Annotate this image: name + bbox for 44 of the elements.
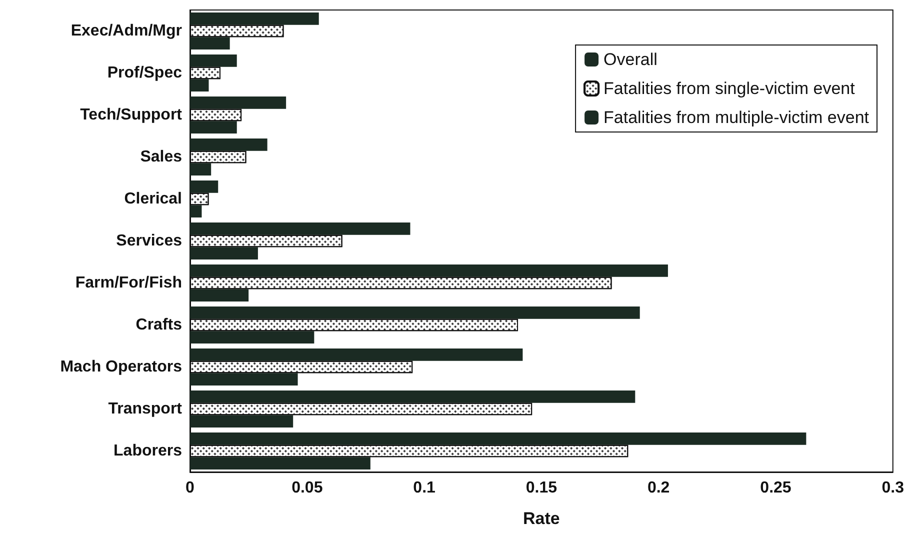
bar — [190, 432, 806, 445]
bar — [190, 54, 237, 67]
legend-label: Fatalities from single-victim event — [604, 79, 856, 98]
legend-label: Fatalities from multiple-victim event — [604, 108, 870, 127]
x-tick-label: 0.25 — [760, 480, 792, 496]
bar — [190, 457, 370, 470]
y-tick-label: Transport — [108, 400, 183, 418]
bar — [190, 37, 230, 50]
y-tick-label: Clerical — [124, 190, 182, 208]
bar — [190, 121, 237, 134]
y-tick-label: Crafts — [136, 316, 182, 334]
x-tick-label: 0.3 — [882, 480, 904, 496]
bar — [190, 222, 410, 235]
y-tick-label: Mach Operators — [60, 358, 182, 376]
bar — [190, 79, 209, 92]
bar — [190, 331, 314, 344]
bar — [190, 96, 286, 109]
y-tick-label: Farm/For/Fish — [75, 274, 182, 292]
legend-label: Overall — [604, 50, 658, 69]
bar — [190, 138, 268, 151]
bar — [190, 180, 218, 193]
y-tick-label: Sales — [140, 148, 182, 166]
bar — [190, 264, 668, 277]
x-tick-label: 0.2 — [647, 480, 670, 496]
x-tick-label: 0 — [186, 480, 195, 496]
y-tick-label: Services — [116, 232, 182, 250]
bar — [190, 415, 294, 428]
x-tick-label: 0.15 — [526, 480, 558, 496]
bar — [190, 289, 249, 302]
x-tick-label: 0.05 — [292, 480, 323, 496]
y-tick-label: Exec/Adm/Mgr — [70, 22, 182, 40]
y-tick-label: Tech/Support — [80, 106, 183, 124]
y-tick-label: Laborers — [114, 442, 182, 460]
x-tick-label: 0.1 — [413, 480, 436, 496]
y-tick-label: Prof/Spec — [107, 64, 182, 82]
bar — [190, 205, 202, 218]
bar — [190, 306, 640, 319]
bar — [190, 247, 258, 260]
bar — [190, 348, 523, 361]
bar — [190, 390, 636, 403]
bar — [190, 12, 319, 25]
x-axis-title: Rate — [523, 509, 560, 528]
bar — [190, 373, 298, 386]
bar — [190, 163, 212, 176]
